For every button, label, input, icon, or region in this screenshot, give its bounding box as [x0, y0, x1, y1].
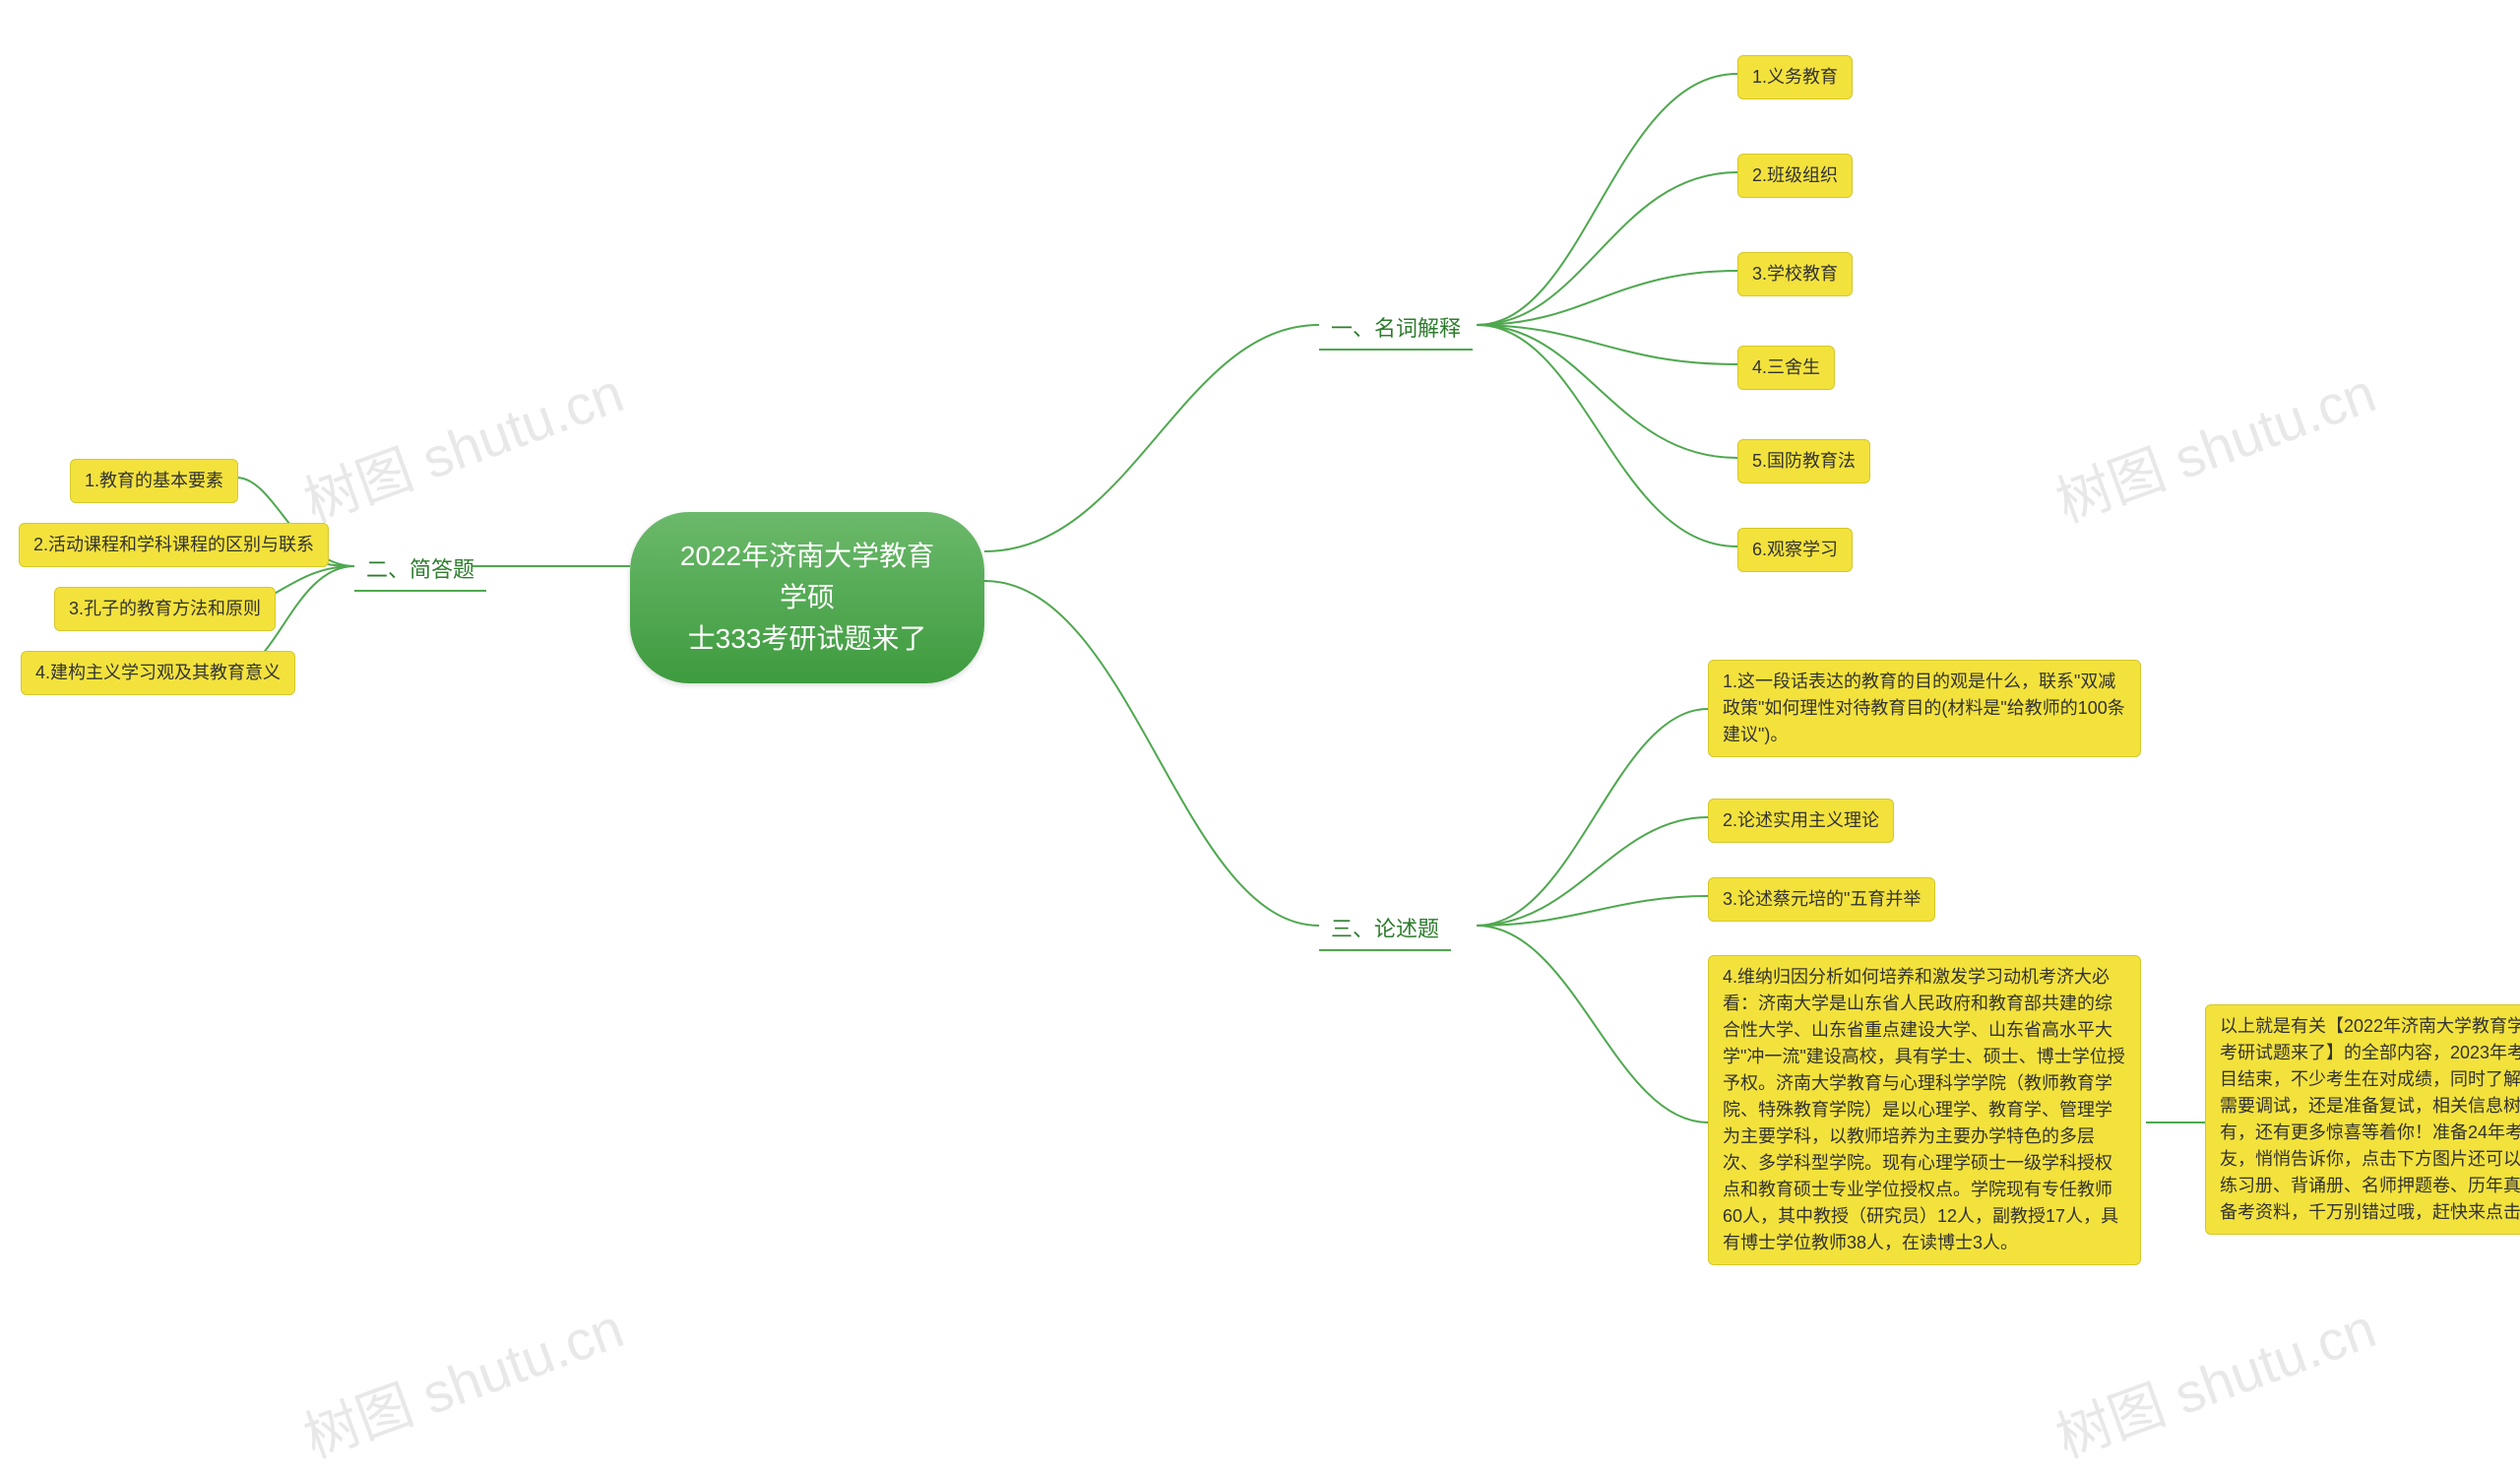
leaf-b2-2[interactable]: 2.活动课程和学科课程的区别与联系	[19, 523, 329, 567]
leaf-b1-2[interactable]: 2.班级组织	[1737, 154, 1853, 198]
leaf-b1-3[interactable]: 3.学校教育	[1737, 252, 1853, 296]
leaf-b2-3[interactable]: 3.孔子的教育方法和原则	[54, 587, 276, 631]
leaf-b1-1[interactable]: 1.义务教育	[1737, 55, 1853, 99]
root-title-line1: 2022年济南大学教育学硕	[680, 541, 934, 612]
mindmap-connectors	[0, 0, 2520, 1395]
watermark: 树图 shutu.cn	[2044, 1284, 2385, 1473]
branch-node-1[interactable]: 一、名词解释	[1319, 305, 1473, 351]
leaf-b2-4[interactable]: 4.建构主义学习观及其教育意义	[21, 651, 295, 695]
watermark: 树图 shutu.cn	[291, 1284, 633, 1473]
leaf-b3-2[interactable]: 2.论述实用主义理论	[1708, 799, 1894, 843]
branch-node-3[interactable]: 三、论述题	[1319, 906, 1451, 951]
leaf-b3-4-extra[interactable]: 以上就是有关【2022年济南大学教育学硕士333考研试题来了】的全部内容，202…	[2205, 1004, 2520, 1235]
leaf-b3-4[interactable]: 4.维纳归因分析如何培养和激发学习动机考济大必看：济南大学是山东省人民政府和教育…	[1708, 955, 2141, 1265]
leaf-b1-5[interactable]: 5.国防教育法	[1737, 439, 1870, 483]
watermark: 树图 shutu.cn	[2044, 349, 2385, 538]
leaf-b1-4[interactable]: 4.三舍生	[1737, 346, 1835, 390]
root-node[interactable]: 2022年济南大学教育学硕 士333考研试题来了	[630, 512, 984, 683]
leaf-b3-1[interactable]: 1.这一段话表达的教育的目的观是什么，联系"双减政策"如何理性对待教育目的(材料…	[1708, 660, 2141, 757]
leaf-b3-3[interactable]: 3.论述蔡元培的"五育并举	[1708, 877, 1935, 922]
watermark: 树图 shutu.cn	[291, 349, 633, 538]
leaf-b2-1[interactable]: 1.教育的基本要素	[70, 459, 238, 503]
root-title-line2: 士333考研试题来了	[688, 623, 927, 654]
branch-node-2[interactable]: 二、简答题	[354, 546, 486, 592]
leaf-b1-6[interactable]: 6.观察学习	[1737, 528, 1853, 572]
